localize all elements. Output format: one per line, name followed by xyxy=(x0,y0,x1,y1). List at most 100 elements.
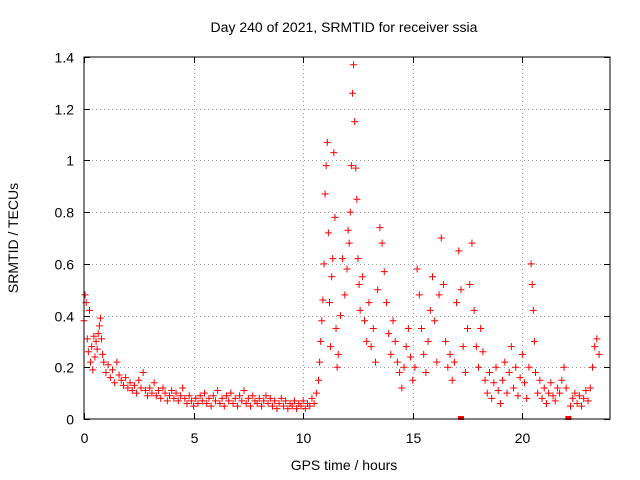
data-point xyxy=(488,394,496,402)
data-point xyxy=(428,273,436,281)
data-point xyxy=(396,368,404,376)
x-tick-label: 15 xyxy=(406,430,422,446)
data-point xyxy=(319,296,327,304)
data-point xyxy=(196,392,204,400)
data-point xyxy=(341,291,349,299)
data-point xyxy=(137,384,145,392)
data-point xyxy=(475,363,482,371)
data-point xyxy=(455,247,463,255)
data-point xyxy=(244,394,252,402)
data-point xyxy=(91,353,99,361)
data-point xyxy=(367,343,375,351)
data-point xyxy=(108,366,116,374)
data-point xyxy=(81,291,89,299)
data-point xyxy=(569,394,577,402)
data-point xyxy=(222,392,230,400)
data-point xyxy=(310,399,318,407)
data-point xyxy=(595,350,603,358)
data-point xyxy=(510,384,518,392)
x-tick-label: 5 xyxy=(191,430,199,446)
data-point xyxy=(407,353,415,361)
data-point xyxy=(255,394,263,402)
data-point xyxy=(573,399,581,407)
data-point xyxy=(334,350,342,358)
data-point xyxy=(90,332,98,340)
data-point xyxy=(499,376,507,384)
data-point xyxy=(148,389,156,397)
y-tick-label: 0.8 xyxy=(55,205,75,221)
data-point xyxy=(214,387,222,395)
data-point xyxy=(324,229,332,237)
data-point xyxy=(242,399,250,407)
data-point xyxy=(507,343,515,351)
data-point xyxy=(448,376,456,384)
data-point xyxy=(99,350,107,358)
data-point xyxy=(266,394,274,402)
data-point xyxy=(542,399,550,407)
data-point xyxy=(586,384,594,392)
data-point xyxy=(89,366,97,374)
data-point xyxy=(316,358,324,366)
data-point xyxy=(317,337,325,345)
data-point xyxy=(400,363,408,371)
y-tick-label: 0.4 xyxy=(55,309,75,325)
data-point xyxy=(538,394,546,402)
data-point xyxy=(318,317,326,325)
data-point xyxy=(481,376,489,384)
data-point xyxy=(183,399,191,407)
data-point xyxy=(282,397,290,405)
data-point xyxy=(376,224,384,232)
data-point xyxy=(150,379,158,387)
baseline-marker xyxy=(565,416,572,420)
data-point xyxy=(354,255,362,263)
data-point xyxy=(258,402,266,410)
data-point xyxy=(157,394,165,402)
data-point xyxy=(117,376,125,384)
data-point xyxy=(301,405,309,413)
y-axis-label: SRMTID / TECUs xyxy=(5,183,21,293)
data-point xyxy=(92,337,100,345)
data-point xyxy=(531,368,539,376)
data-point xyxy=(88,343,96,351)
data-point xyxy=(218,394,226,402)
data-point xyxy=(378,239,386,247)
data-point xyxy=(470,306,478,314)
data-point xyxy=(207,402,215,410)
data-point xyxy=(306,402,314,410)
data-point xyxy=(312,389,320,397)
data-point xyxy=(446,350,454,358)
data-point xyxy=(343,265,351,273)
data-point xyxy=(353,195,361,203)
data-point xyxy=(327,343,335,351)
data-point xyxy=(194,399,202,407)
data-point xyxy=(315,376,323,384)
data-point xyxy=(492,363,500,371)
data-point xyxy=(115,371,123,379)
data-point xyxy=(187,397,195,405)
data-point xyxy=(444,363,452,371)
data-point xyxy=(279,402,287,410)
data-point xyxy=(331,213,339,221)
data-point xyxy=(141,387,149,395)
data-point xyxy=(582,387,590,395)
data-point xyxy=(192,394,200,402)
data-point xyxy=(453,299,461,307)
data-point xyxy=(284,405,292,413)
data-point xyxy=(240,387,248,395)
data-point xyxy=(398,384,406,392)
data-point xyxy=(297,402,305,410)
data-point xyxy=(490,379,498,387)
data-point xyxy=(174,397,182,405)
data-point xyxy=(501,358,509,366)
data-point xyxy=(382,299,390,307)
data-point xyxy=(356,306,364,314)
data-point xyxy=(503,389,511,397)
data-point xyxy=(179,384,187,392)
data-point xyxy=(264,399,272,407)
data-point xyxy=(461,368,469,376)
chart-title: Day 240 of 2021, SRMTID for receiver ssi… xyxy=(211,19,478,35)
y-tick-label: 1 xyxy=(66,153,74,169)
data-point xyxy=(459,343,467,351)
y-tick-label: 0.2 xyxy=(55,360,75,376)
data-point xyxy=(591,343,599,351)
